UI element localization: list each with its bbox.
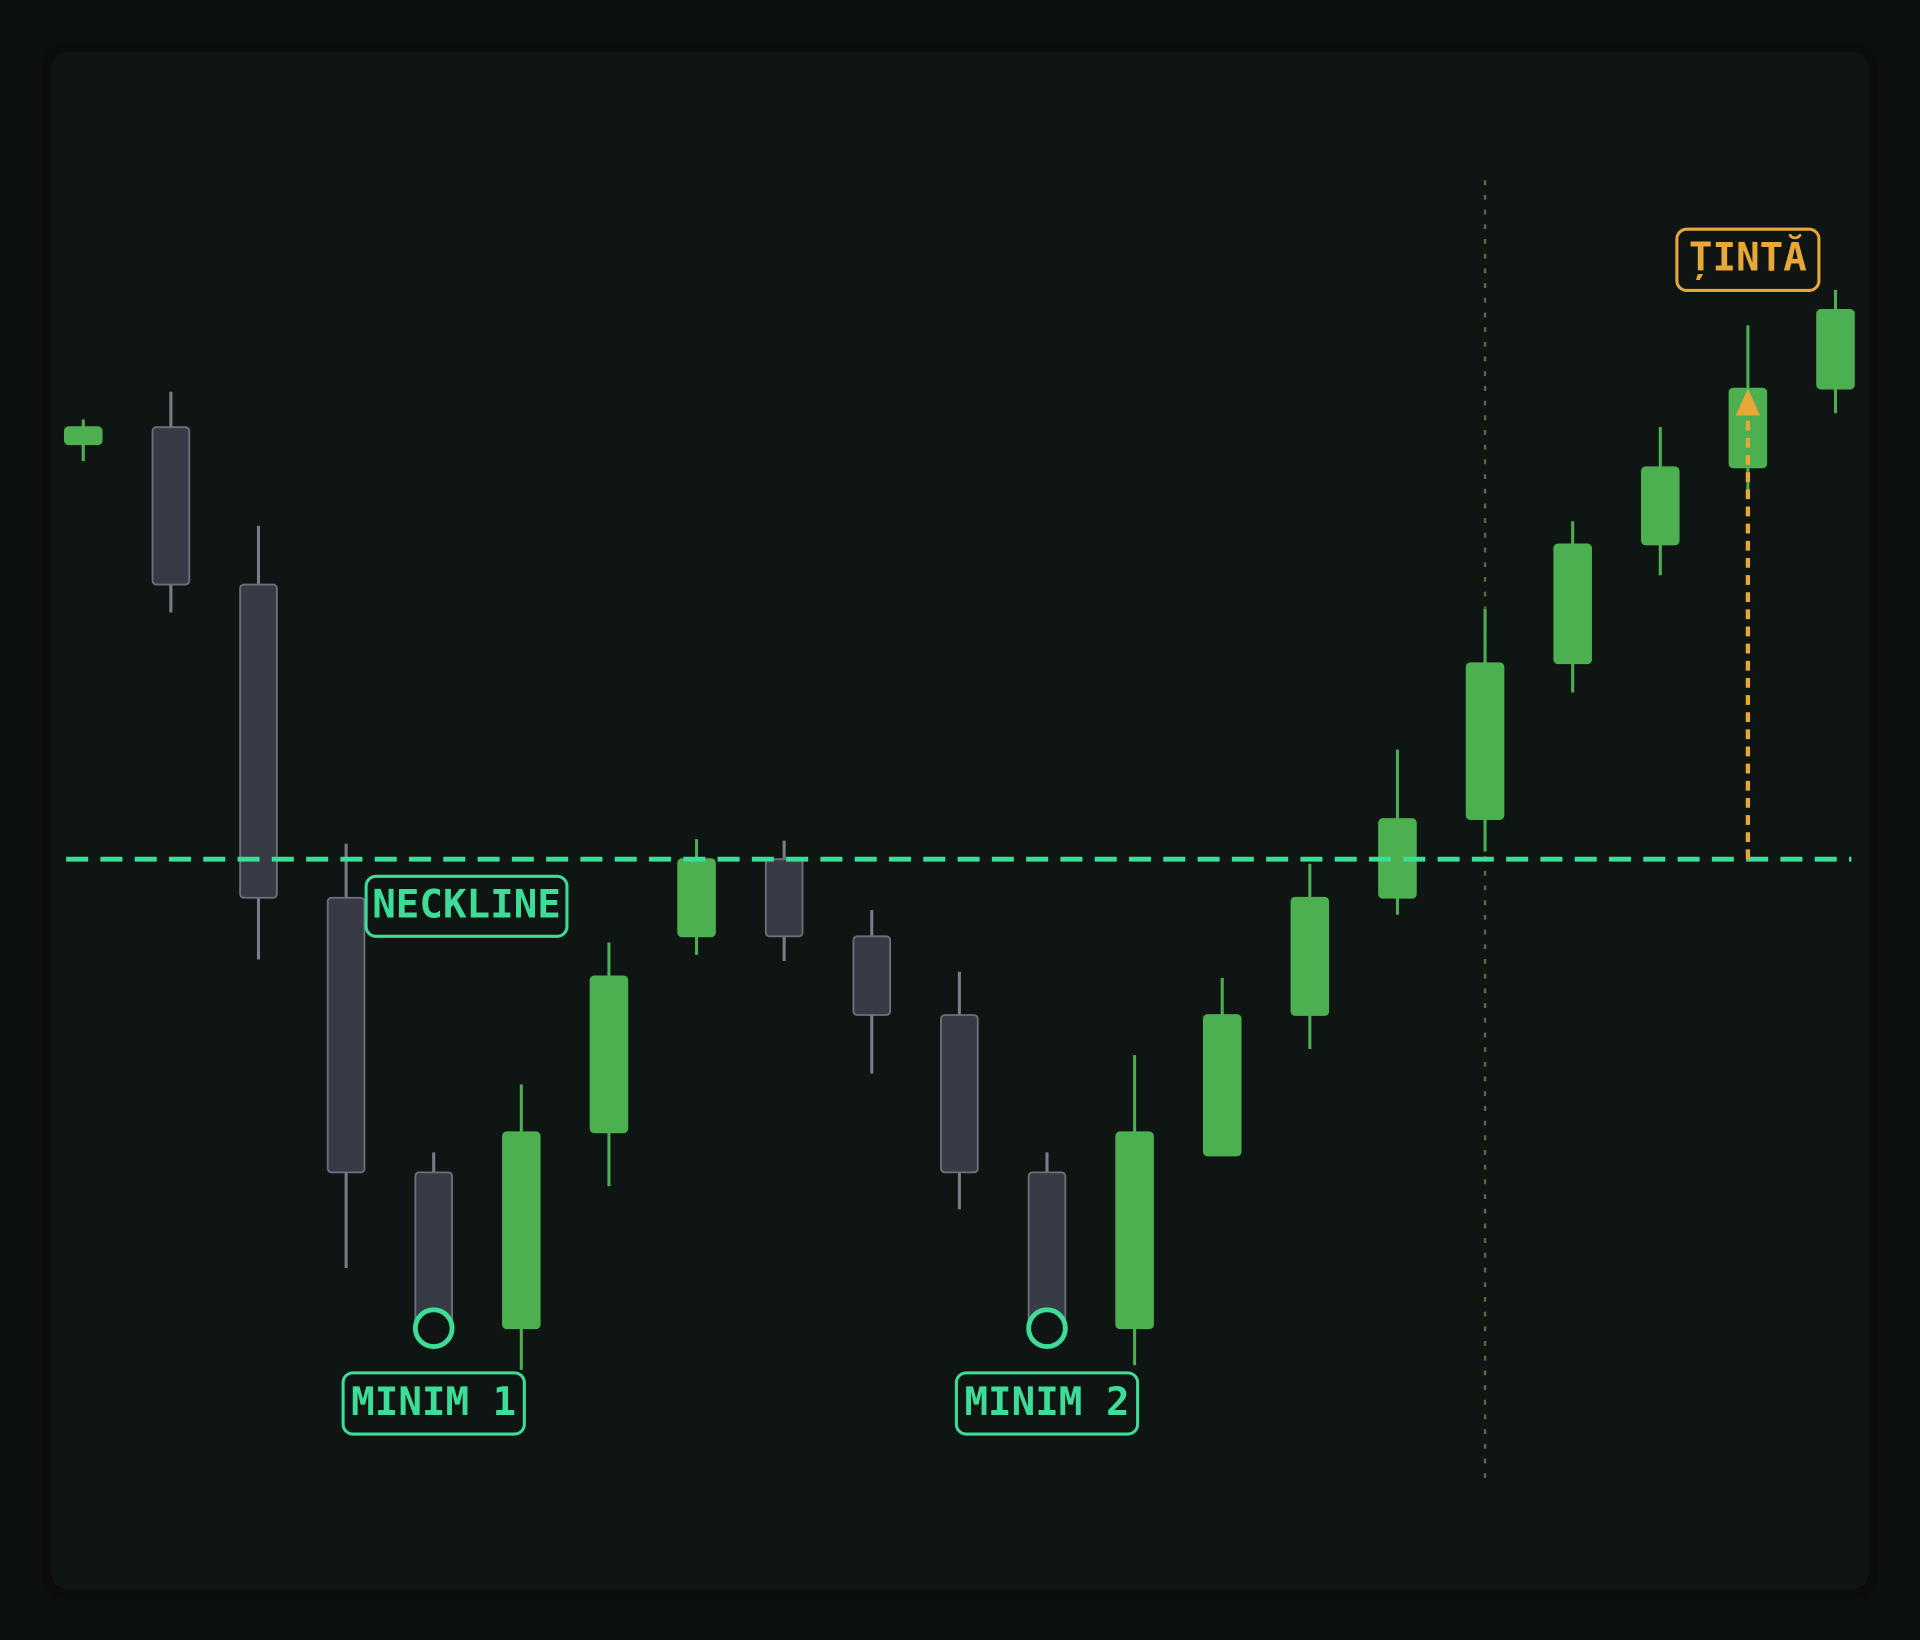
candle-body	[589, 975, 629, 1134]
candle-body	[1115, 1131, 1154, 1330]
candle-body	[151, 426, 191, 586]
neckline-label-box	[364, 874, 569, 938]
candle-body	[414, 1171, 454, 1330]
target-label: ȚINTĂ	[1689, 233, 1807, 280]
candle-body	[1202, 1014, 1242, 1157]
target-arrowhead	[1735, 388, 1761, 416]
candle-body	[852, 935, 892, 1016]
minimum-label: MINIM 2	[964, 1380, 1129, 1425]
minimum-label: MINIM 1	[351, 1380, 516, 1425]
minimum-label-box	[341, 1371, 526, 1436]
neckline-label: NECKLINE	[372, 882, 561, 927]
candle-body	[1553, 543, 1592, 665]
candle-body	[940, 1014, 979, 1174]
candle-body	[677, 858, 716, 938]
candle-body	[502, 1131, 541, 1330]
minimum-marker	[412, 1307, 455, 1350]
target-label-box	[1675, 227, 1821, 292]
candle-body	[63, 426, 103, 446]
candle-body	[1641, 466, 1680, 546]
minimum-marker	[1026, 1307, 1068, 1350]
candle-body	[1816, 309, 1855, 390]
candle-body	[239, 583, 278, 899]
panel	[41, 41, 1879, 1600]
candle-body	[764, 858, 804, 938]
candle-body	[1027, 1171, 1067, 1330]
candle-body	[1465, 662, 1505, 820]
minimum-label-box	[954, 1371, 1140, 1436]
candle-body	[1290, 896, 1330, 1016]
candle-body	[326, 896, 366, 1174]
